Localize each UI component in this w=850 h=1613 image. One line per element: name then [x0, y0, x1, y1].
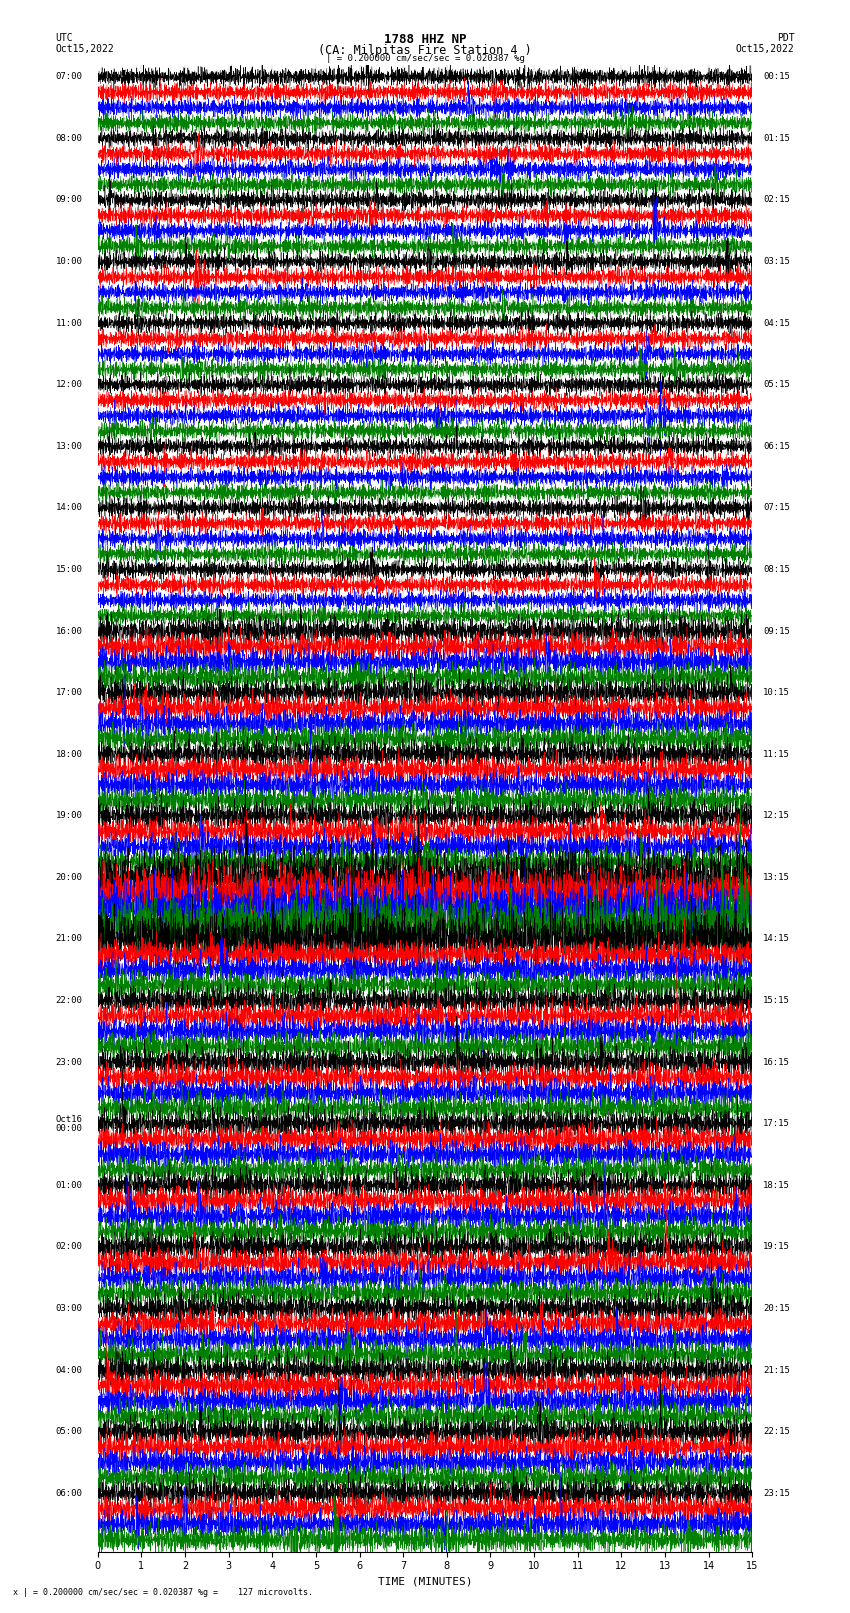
Text: 19:00: 19:00 — [55, 811, 82, 821]
Text: 13:00: 13:00 — [55, 442, 82, 450]
Text: 06:15: 06:15 — [763, 442, 790, 450]
Text: 1788 HHZ NP: 1788 HHZ NP — [383, 32, 467, 47]
Text: 23:15: 23:15 — [763, 1489, 790, 1498]
Text: 10:00: 10:00 — [55, 256, 82, 266]
Text: 14:00: 14:00 — [55, 503, 82, 513]
Text: 07:00: 07:00 — [55, 73, 82, 81]
Text: 13:15: 13:15 — [763, 873, 790, 882]
Text: Oct15,2022: Oct15,2022 — [736, 44, 795, 53]
X-axis label: TIME (MINUTES): TIME (MINUTES) — [377, 1578, 473, 1587]
Text: 18:15: 18:15 — [763, 1181, 790, 1190]
Text: 17:00: 17:00 — [55, 689, 82, 697]
Text: 12:15: 12:15 — [763, 811, 790, 821]
Text: PDT: PDT — [777, 32, 795, 44]
Text: 02:00: 02:00 — [55, 1242, 82, 1252]
Text: 00:00: 00:00 — [55, 1124, 82, 1132]
Text: 15:00: 15:00 — [55, 565, 82, 574]
Text: 16:00: 16:00 — [55, 626, 82, 636]
Text: 22:15: 22:15 — [763, 1428, 790, 1436]
Text: 20:00: 20:00 — [55, 873, 82, 882]
Text: UTC: UTC — [55, 32, 73, 44]
Text: 22:00: 22:00 — [55, 997, 82, 1005]
Text: 23:00: 23:00 — [55, 1058, 82, 1066]
Text: 01:15: 01:15 — [763, 134, 790, 144]
Text: 09:00: 09:00 — [55, 195, 82, 205]
Text: 05:15: 05:15 — [763, 381, 790, 389]
Text: 06:00: 06:00 — [55, 1489, 82, 1498]
Text: 03:00: 03:00 — [55, 1303, 82, 1313]
Text: x | = 0.200000 cm/sec/sec = 0.020387 %g =    127 microvolts.: x | = 0.200000 cm/sec/sec = 0.020387 %g … — [13, 1587, 313, 1597]
Text: 21:00: 21:00 — [55, 934, 82, 944]
Text: 04:15: 04:15 — [763, 319, 790, 327]
Text: 11:15: 11:15 — [763, 750, 790, 758]
Text: 10:15: 10:15 — [763, 689, 790, 697]
Text: 14:15: 14:15 — [763, 934, 790, 944]
Text: 17:15: 17:15 — [763, 1119, 790, 1127]
Text: Oct16: Oct16 — [55, 1115, 82, 1124]
Text: 18:00: 18:00 — [55, 750, 82, 758]
Text: 05:00: 05:00 — [55, 1428, 82, 1436]
Text: (CA: Milpitas Fire Station 4 ): (CA: Milpitas Fire Station 4 ) — [318, 44, 532, 56]
Text: 12:00: 12:00 — [55, 381, 82, 389]
Text: 07:15: 07:15 — [763, 503, 790, 513]
Text: Oct15,2022: Oct15,2022 — [55, 44, 114, 53]
Text: 09:15: 09:15 — [763, 626, 790, 636]
Text: 19:15: 19:15 — [763, 1242, 790, 1252]
Text: 21:15: 21:15 — [763, 1366, 790, 1374]
Text: 04:00: 04:00 — [55, 1366, 82, 1374]
Text: 16:15: 16:15 — [763, 1058, 790, 1066]
Text: 02:15: 02:15 — [763, 195, 790, 205]
Text: 15:15: 15:15 — [763, 997, 790, 1005]
Text: 11:00: 11:00 — [55, 319, 82, 327]
Text: 01:00: 01:00 — [55, 1181, 82, 1190]
Text: | = 0.200000 cm/sec/sec = 0.020387 %g: | = 0.200000 cm/sec/sec = 0.020387 %g — [326, 53, 524, 63]
Text: 03:15: 03:15 — [763, 256, 790, 266]
Text: 08:00: 08:00 — [55, 134, 82, 144]
Text: 20:15: 20:15 — [763, 1303, 790, 1313]
Text: 08:15: 08:15 — [763, 565, 790, 574]
Text: 00:15: 00:15 — [763, 73, 790, 81]
